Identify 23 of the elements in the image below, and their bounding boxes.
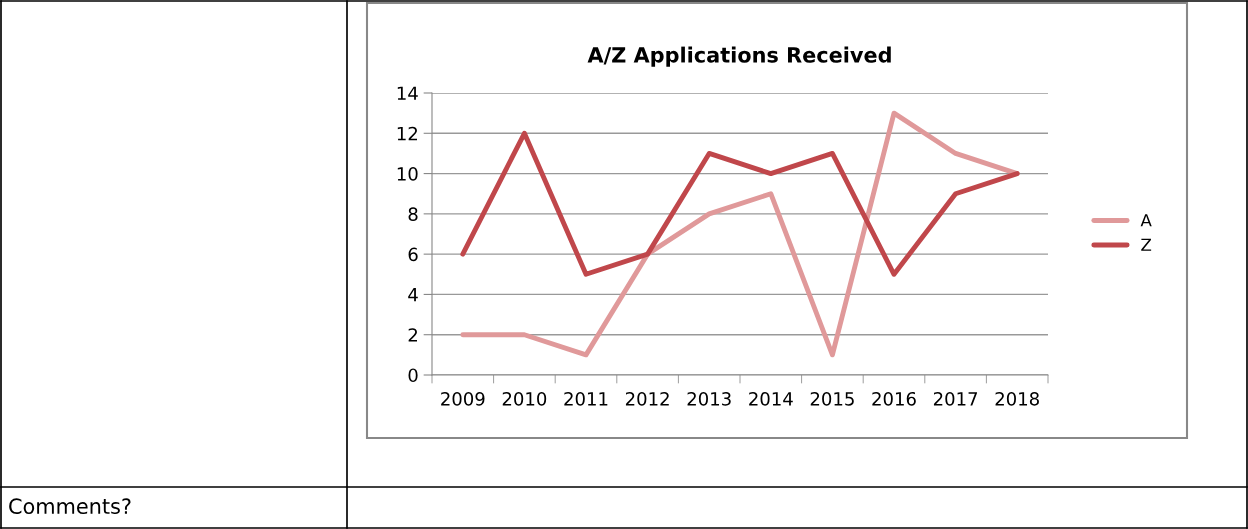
y-tick-label: 0	[408, 368, 418, 383]
y-tick-label: 4	[408, 288, 418, 302]
legend-label: Z	[1141, 238, 1152, 251]
y-tick-label: 14	[397, 86, 418, 100]
x-tick-label: 2015	[810, 391, 854, 406]
y-tick-label: 2	[408, 328, 417, 342]
x-tick-label: 2009	[441, 391, 485, 406]
legend-label: A	[1140, 214, 1152, 227]
y-tick-label: 8	[408, 207, 418, 221]
text: Comments?	[9, 498, 131, 515]
x-tick-label: 2018	[995, 391, 1039, 406]
x-tick-label: 2013	[687, 391, 731, 406]
x-tick-label: 2014	[749, 391, 793, 406]
y-tick-label: 6	[408, 247, 418, 262]
x-tick-label: 2016	[872, 391, 916, 406]
y-tick-label: 10	[397, 167, 418, 181]
x-tick-label: 2010	[502, 391, 547, 406]
x-tick-label: 2012	[625, 391, 669, 406]
x-tick-label: 2011	[564, 391, 608, 406]
line-series	[460, 130, 1020, 277]
x-tick-label: 2017	[933, 391, 978, 406]
chart-title: A/Z Applications Received	[587, 46, 891, 67]
y-tick-label: 12	[397, 126, 417, 141]
